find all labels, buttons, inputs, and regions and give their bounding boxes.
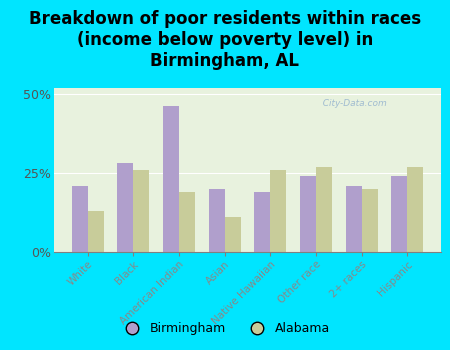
Bar [179,192,195,252]
Bar [392,176,407,252]
Bar [300,176,316,252]
Bar [254,192,270,252]
Bar [163,106,179,252]
Bar [209,189,225,252]
Bar [117,163,133,252]
Text: City-Data.com: City-Data.com [317,99,387,108]
Bar [407,167,423,252]
Bar [362,189,378,252]
Bar [72,186,88,252]
Text: Breakdown of poor residents within races
(income below poverty level) in
Birming: Breakdown of poor residents within races… [29,10,421,70]
Bar [88,211,104,252]
Bar [346,186,362,252]
Legend: Birmingham, Alabama: Birmingham, Alabama [115,317,335,340]
Bar [316,167,332,252]
Bar [270,170,286,252]
Bar [225,217,241,252]
Bar [133,170,149,252]
